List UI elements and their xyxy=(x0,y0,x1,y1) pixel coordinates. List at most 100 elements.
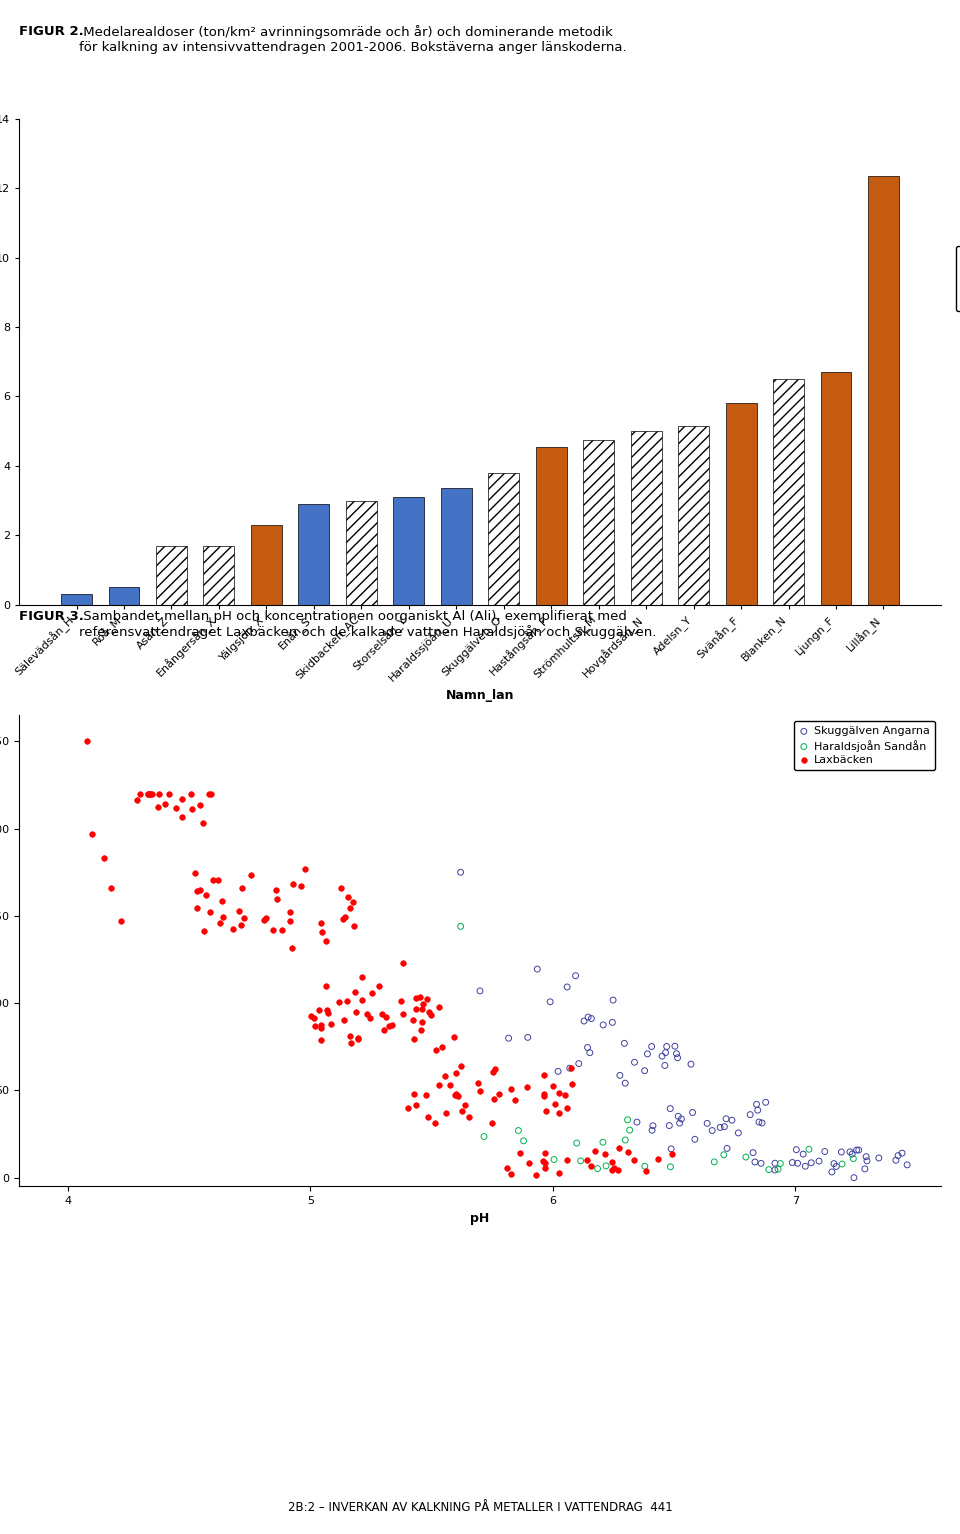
Laxbäcken xyxy=(354,988,370,1012)
Laxbäcken xyxy=(307,1014,323,1039)
Laxbäcken xyxy=(539,1098,554,1123)
Laxbäcken xyxy=(205,868,221,893)
Skuggälven Angarna xyxy=(663,1137,679,1161)
Skuggälven Angarna xyxy=(582,1040,597,1065)
Haraldsjoån Sandån xyxy=(546,1147,562,1172)
Laxbäcken xyxy=(559,1147,574,1172)
Laxbäcken xyxy=(454,1098,469,1123)
Skuggälven Angarna xyxy=(684,1100,700,1124)
Bar xyxy=(204,546,234,604)
Laxbäcken xyxy=(343,896,358,920)
Laxbäcken xyxy=(365,980,380,1005)
Skuggälven Angarna xyxy=(767,1158,782,1183)
X-axis label: Namn_lan: Namn_lan xyxy=(445,689,515,703)
Skuggälven Angarna xyxy=(580,1035,595,1060)
Laxbäcken xyxy=(215,904,230,928)
Haraldsjoån Sandån xyxy=(569,1131,585,1155)
Legend: sjö, doserare, våtmark: sjö, doserare, våtmark xyxy=(956,245,960,311)
Laxbäcken xyxy=(384,1012,399,1037)
Laxbäcken xyxy=(453,1054,468,1078)
Laxbäcken xyxy=(193,793,208,818)
Laxbäcken xyxy=(313,911,328,936)
Bar xyxy=(441,488,471,604)
Laxbäcken xyxy=(339,989,354,1014)
Haraldsjoån Sandån xyxy=(761,1157,777,1181)
Laxbäcken xyxy=(535,1149,550,1174)
Bar xyxy=(108,588,139,604)
Laxbäcken xyxy=(202,899,217,923)
Laxbäcken xyxy=(198,884,213,908)
Laxbäcken xyxy=(215,888,230,913)
Laxbäcken xyxy=(189,879,204,904)
Skuggälven Angarna xyxy=(811,1149,827,1174)
Laxbäcken xyxy=(283,910,299,934)
Text: FIGUR 2.: FIGUR 2. xyxy=(19,25,84,38)
Skuggälven Angarna xyxy=(752,1109,767,1134)
Skuggälven Angarna xyxy=(571,1051,587,1075)
Bar xyxy=(868,176,899,604)
Laxbäcken xyxy=(244,864,259,888)
Laxbäcken xyxy=(348,999,364,1023)
Laxbäcken xyxy=(537,1063,552,1088)
Laxbäcken xyxy=(560,1095,575,1120)
Laxbäcken xyxy=(346,890,361,914)
Laxbäcken xyxy=(415,1011,430,1035)
Bar xyxy=(536,446,566,604)
Laxbäcken xyxy=(350,1026,366,1051)
Bar xyxy=(773,379,804,604)
Skuggälven Angarna xyxy=(717,1114,732,1138)
Skuggälven Angarna xyxy=(612,1063,628,1088)
Haraldsjoån Sandån xyxy=(453,914,468,939)
Skuggälven Angarna xyxy=(804,1150,819,1175)
Bar xyxy=(678,426,709,604)
Skuggälven Angarna xyxy=(674,1106,689,1131)
Laxbäcken xyxy=(80,729,95,753)
Laxbäcken xyxy=(294,874,309,899)
Skuggälven Angarna xyxy=(724,1108,739,1132)
Bar xyxy=(821,373,852,604)
Skuggälven Angarna xyxy=(827,1152,842,1177)
Skuggälven Angarna xyxy=(584,1006,599,1031)
Laxbäcken xyxy=(588,1138,603,1163)
Haraldsjoån Sandån xyxy=(589,1157,605,1181)
Skuggälven Angarna xyxy=(617,1071,633,1095)
Laxbäcken xyxy=(439,1101,454,1126)
Skuggälven Angarna xyxy=(849,1138,864,1163)
Laxbäcken xyxy=(344,1031,359,1055)
Laxbäcken xyxy=(443,1072,458,1097)
Bar xyxy=(251,525,282,604)
Bar xyxy=(489,472,519,604)
Laxbäcken xyxy=(346,914,361,939)
Laxbäcken xyxy=(270,887,285,911)
Haraldsjoån Sandån xyxy=(595,1131,611,1155)
Skuggälven Angarna xyxy=(888,1147,903,1172)
Laxbäcken xyxy=(374,1002,390,1026)
Laxbäcken xyxy=(348,980,363,1005)
Skuggälven Angarna xyxy=(670,1104,685,1129)
Skuggälven Angarna xyxy=(857,1157,873,1181)
Skuggälven Angarna xyxy=(576,1009,591,1034)
Laxbäcken xyxy=(537,1081,552,1106)
Laxbäcken xyxy=(298,858,313,882)
Skuggälven Angarna xyxy=(825,1160,840,1184)
Bar xyxy=(61,594,92,604)
Bar xyxy=(631,431,661,604)
Laxbäcken xyxy=(204,781,219,805)
Laxbäcken xyxy=(580,1147,595,1172)
Laxbäcken xyxy=(113,908,129,933)
Laxbäcken xyxy=(341,884,356,908)
X-axis label: pH: pH xyxy=(470,1212,490,1224)
Laxbäcken xyxy=(175,787,190,811)
Laxbäcken xyxy=(487,1086,502,1111)
Laxbäcken xyxy=(558,1083,573,1108)
Laxbäcken xyxy=(626,1147,641,1172)
Laxbäcken xyxy=(528,1163,543,1187)
Laxbäcken xyxy=(213,911,228,936)
Laxbäcken xyxy=(210,867,226,891)
Laxbäcken xyxy=(419,1083,434,1108)
Laxbäcken xyxy=(507,1088,522,1112)
Laxbäcken xyxy=(189,896,204,920)
Skuggälven Angarna xyxy=(684,1052,699,1077)
Laxbäcken xyxy=(415,997,430,1022)
Laxbäcken xyxy=(284,936,300,960)
